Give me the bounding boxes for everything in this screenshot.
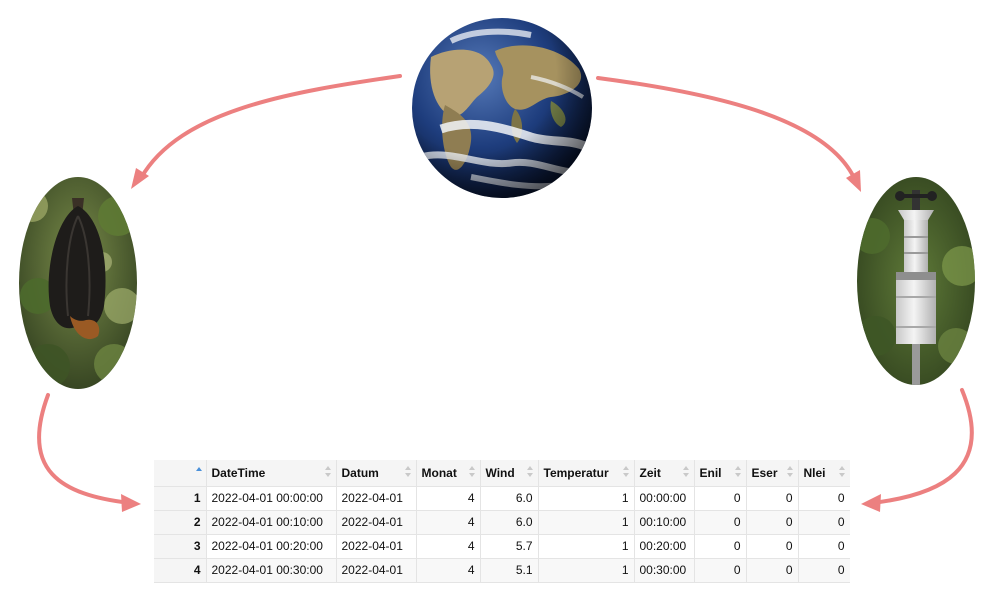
- datum-cell: 2022-04-01: [336, 510, 417, 535]
- temperatur-cell: 1: [538, 510, 635, 535]
- enil-cell: 0: [694, 510, 747, 535]
- arrowhead-table-left: [121, 494, 141, 512]
- wind-cell: 6.0: [480, 486, 539, 511]
- temperatur-cell: 1: [538, 534, 635, 559]
- arrow-earth-to-bat: [139, 74, 402, 180]
- monat-cell: 4: [416, 486, 481, 511]
- column-header-label: Eser: [751, 465, 778, 480]
- sort-arrows-icon: [682, 466, 689, 478]
- enil-cell: 0: [694, 534, 747, 559]
- datum-cell: 2022-04-01: [336, 486, 417, 511]
- sort-arrows-icon: [786, 466, 793, 478]
- hanging-bat-photo: [19, 177, 137, 389]
- sort-ascending-icon: [196, 467, 202, 479]
- sort-arrows-icon: [734, 466, 741, 478]
- table-row: 2 2022-04-01 00:10:00 2022-04-01 4 6.0 1…: [154, 510, 850, 535]
- enil-cell: 0: [694, 486, 747, 511]
- eser-cell: 0: [746, 534, 799, 559]
- column-header-enil[interactable]: Enil: [694, 460, 747, 487]
- sort-arrows-icon: [622, 466, 629, 478]
- temperatur-cell: 1: [538, 486, 635, 511]
- column-header-nlei[interactable]: Nlei: [798, 460, 850, 487]
- arrowhead-station: [846, 170, 861, 192]
- column-header-datetime[interactable]: DateTime: [206, 460, 337, 487]
- table-row: 1 2022-04-01 00:00:00 2022-04-01 4 6.0 1…: [154, 486, 850, 511]
- nlei-cell: 0: [798, 486, 850, 511]
- zeit-cell: 00:20:00: [634, 534, 695, 559]
- eser-cell: 0: [746, 558, 799, 583]
- monat-cell: 4: [416, 558, 481, 583]
- sort-arrows-icon: [838, 466, 845, 478]
- wind-cell: 5.1: [480, 558, 539, 583]
- column-header-monat[interactable]: Monat: [416, 460, 481, 487]
- monat-cell: 4: [416, 510, 481, 535]
- row-index-cell: 3: [154, 534, 207, 559]
- column-header-label: Nlei: [803, 465, 826, 480]
- column-header-label: Zeit: [639, 465, 661, 480]
- nlei-cell: 0: [798, 510, 850, 535]
- row-index-cell: 2: [154, 510, 207, 535]
- table-row: 4 2022-04-01 00:30:00 2022-04-01 4 5.1 1…: [154, 558, 850, 583]
- zeit-cell: 00:10:00: [634, 510, 695, 535]
- zeit-cell: 00:30:00: [634, 558, 695, 583]
- datetime-cell: 2022-04-01 00:10:00: [206, 510, 337, 535]
- table-header-row: DateTime Datum Monat Wind Temperatur Zei…: [154, 460, 850, 487]
- earth-globe-icon: [412, 18, 592, 198]
- arrowhead-bat: [131, 168, 149, 189]
- column-header-label: Datum: [341, 465, 379, 480]
- wind-cell: 5.7: [480, 534, 539, 559]
- sort-arrows-icon: [468, 466, 475, 478]
- nlei-cell: 0: [798, 534, 850, 559]
- data-table: DateTime Datum Monat Wind Temperatur Zei…: [154, 460, 850, 588]
- column-header-eser[interactable]: Eser: [746, 460, 799, 487]
- row-index-cell: 1: [154, 486, 207, 511]
- column-header-index[interactable]: [154, 460, 207, 487]
- sort-arrows-icon: [404, 466, 411, 478]
- zeit-cell: 00:00:00: [634, 486, 695, 511]
- sort-arrows-icon: [324, 466, 331, 478]
- arrowhead-table-right: [861, 494, 881, 512]
- nlei-cell: 0: [798, 558, 850, 583]
- column-header-datum[interactable]: Datum: [336, 460, 417, 487]
- enil-cell: 0: [694, 558, 747, 583]
- arrow-earth-to-station: [596, 76, 858, 184]
- eser-cell: 0: [746, 486, 799, 511]
- column-header-label: DateTime: [211, 465, 266, 480]
- datetime-cell: 2022-04-01 00:30:00: [206, 558, 337, 583]
- temperatur-cell: 1: [538, 558, 635, 583]
- monat-cell: 4: [416, 534, 481, 559]
- datetime-cell: 2022-04-01 00:20:00: [206, 534, 337, 559]
- column-header-label: Monat: [421, 465, 457, 480]
- column-header-label: Enil: [699, 465, 722, 480]
- wind-cell: 6.0: [480, 510, 539, 535]
- column-header-label: Temperatur: [543, 465, 609, 480]
- datum-cell: 2022-04-01: [336, 558, 417, 583]
- arrow-bat-to-table: [37, 393, 132, 505]
- column-header-zeit[interactable]: Zeit: [634, 460, 695, 487]
- row-index-cell: 4: [154, 558, 207, 583]
- datetime-cell: 2022-04-01 00:00:00: [206, 486, 337, 511]
- arrow-station-to-table: [870, 388, 974, 505]
- eser-cell: 0: [746, 510, 799, 535]
- table-row: 3 2022-04-01 00:20:00 2022-04-01 4 5.7 1…: [154, 534, 850, 559]
- datum-cell: 2022-04-01: [336, 534, 417, 559]
- column-header-wind[interactable]: Wind: [480, 460, 539, 487]
- sort-arrows-icon: [526, 466, 533, 478]
- column-header-temperatur[interactable]: Temperatur: [538, 460, 635, 487]
- column-header-label: Wind: [485, 465, 515, 480]
- weather-station-photo: [857, 177, 975, 385]
